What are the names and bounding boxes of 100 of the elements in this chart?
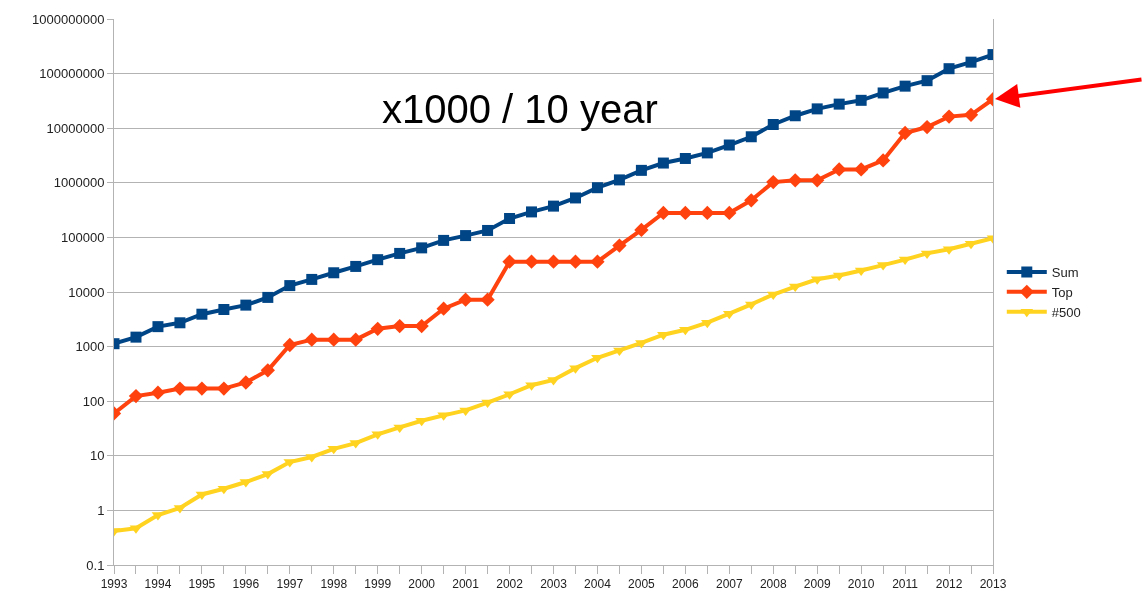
y-tick-label: 10000000 <box>46 120 105 136</box>
point <box>723 139 735 151</box>
point <box>218 304 230 315</box>
x-tick-label: 2001 <box>452 577 480 592</box>
point <box>150 385 166 400</box>
x-tick-label: 2008 <box>759 577 787 592</box>
point <box>766 174 781 190</box>
point <box>438 234 450 246</box>
legend-label: Sum <box>1051 265 1079 281</box>
point <box>875 153 891 168</box>
x-tick-label: 2004 <box>584 577 612 592</box>
point <box>152 321 164 333</box>
y-tick-label: 1000000000 <box>32 11 105 27</box>
point <box>963 107 979 122</box>
point <box>943 63 955 75</box>
point <box>460 230 472 242</box>
x-tick-label: 1997 <box>276 577 304 592</box>
x-tick-label: 1993 <box>100 577 128 592</box>
point <box>855 94 867 106</box>
point <box>789 110 801 122</box>
point <box>899 80 911 92</box>
point <box>722 205 737 221</box>
point <box>591 182 603 194</box>
x-tick-label: 2000 <box>408 577 436 592</box>
point <box>174 317 186 329</box>
point <box>194 381 210 396</box>
y-tick-label: 1 <box>97 502 105 518</box>
point <box>372 254 384 266</box>
y-tick-label: 10000 <box>68 284 105 300</box>
point <box>282 337 297 353</box>
point <box>701 147 713 159</box>
point <box>811 103 823 115</box>
point <box>897 125 913 141</box>
x-tick-label: 2003 <box>540 577 568 592</box>
point <box>700 319 714 329</box>
x-tick-label: 2012 <box>935 577 963 592</box>
point <box>306 273 318 285</box>
point <box>941 109 957 124</box>
point <box>590 254 605 269</box>
point <box>722 310 736 320</box>
point <box>678 205 693 221</box>
point <box>238 375 253 390</box>
x-tick-label: 2011 <box>892 577 919 592</box>
x-tick-label: 2006 <box>672 577 700 592</box>
point <box>524 254 539 269</box>
point <box>348 332 363 347</box>
point <box>919 119 935 135</box>
point <box>216 381 232 396</box>
point <box>196 308 208 320</box>
y-tick-label: 1000 <box>75 339 105 355</box>
x-tick-label: 2005 <box>628 577 656 592</box>
point <box>350 260 362 272</box>
point <box>898 256 912 266</box>
point <box>921 75 933 87</box>
y-tick-label: 100 <box>82 393 105 409</box>
point <box>634 222 649 238</box>
point <box>767 118 779 130</box>
point <box>502 254 517 269</box>
legend-label: #500 <box>1051 304 1081 320</box>
y-tick-label: 0.1 <box>86 557 105 573</box>
x-tick-label: 2013 <box>979 577 1007 592</box>
x-tick-label: 1995 <box>188 577 216 592</box>
point <box>172 381 188 396</box>
point <box>854 162 869 177</box>
point <box>679 152 691 164</box>
point <box>613 174 625 186</box>
point <box>612 238 627 253</box>
x-tick-label: 1998 <box>320 577 348 592</box>
point <box>284 280 296 292</box>
point <box>635 164 647 176</box>
point <box>548 200 559 212</box>
point <box>832 162 847 177</box>
point <box>569 192 581 204</box>
point <box>833 98 845 110</box>
point <box>414 318 429 334</box>
point <box>657 157 669 169</box>
x-tick-label: 2009 <box>803 577 831 592</box>
point <box>436 301 451 316</box>
point <box>130 331 142 343</box>
point <box>370 321 385 336</box>
point <box>416 242 428 254</box>
x-tick-label: 1994 <box>144 577 172 592</box>
point <box>304 332 319 347</box>
x-tick-label: 1999 <box>364 577 392 592</box>
y-tick-label: 10 <box>89 448 105 464</box>
x-tick-label: 1996 <box>232 577 260 592</box>
y-tick-label: 100000 <box>61 229 105 245</box>
x-tick-label: 2010 <box>847 577 875 592</box>
point <box>965 56 977 68</box>
point <box>480 292 495 307</box>
point <box>526 206 538 218</box>
x-tick-label: 2002 <box>496 577 524 592</box>
point <box>394 247 406 259</box>
y-tick-label: 1000000 <box>53 175 105 191</box>
point <box>877 87 889 99</box>
point <box>810 173 825 188</box>
point <box>260 363 275 378</box>
point <box>745 131 757 143</box>
point <box>128 388 144 404</box>
point <box>504 212 516 224</box>
